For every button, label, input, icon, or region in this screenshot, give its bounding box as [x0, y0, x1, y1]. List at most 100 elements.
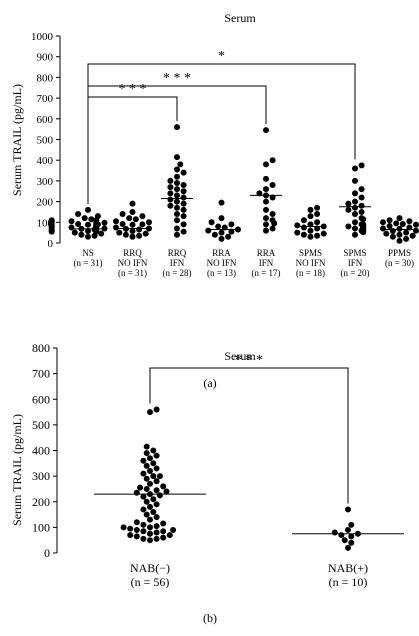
group-n-label: (n = 17) [251, 268, 280, 278]
data-point [153, 514, 160, 521]
data-point [140, 521, 147, 528]
data-point [345, 206, 352, 213]
data-point [119, 220, 126, 227]
panel-a-y-axis-label: Serum TRAIL (pg/mL) [10, 84, 24, 196]
data-point [85, 227, 91, 234]
y-tick-label: 300 [32, 469, 50, 483]
group-label: IFN [348, 258, 363, 268]
data-point [167, 177, 174, 184]
data-point [348, 521, 355, 528]
data-point [150, 496, 157, 503]
data-point [143, 443, 150, 450]
data-point [263, 221, 269, 228]
group-label: RRQ [123, 248, 142, 258]
group-n-label: (n = 13) [207, 268, 236, 278]
data-point [177, 161, 184, 168]
data-point [147, 455, 153, 462]
data-point [127, 525, 134, 532]
data-point [147, 468, 153, 474]
data-point [348, 539, 355, 546]
data-point [307, 227, 314, 234]
group-label: SPMS [343, 248, 366, 258]
data-point [153, 523, 160, 530]
y-tick-label: 500 [32, 418, 50, 432]
data-point [174, 211, 180, 218]
group-n-label: (n = 20) [340, 268, 369, 278]
data-point [180, 194, 187, 201]
data-point [174, 166, 180, 173]
y-tick-label: 900 [37, 52, 54, 64]
data-point [218, 229, 225, 236]
group-n-label: (n = 30) [385, 258, 414, 268]
panel-b-data-points [120, 406, 361, 551]
data-point [147, 516, 153, 523]
y-tick-label: 200 [37, 197, 54, 209]
group-label: RRQ [168, 248, 187, 258]
data-point [294, 229, 301, 236]
data-point [358, 162, 365, 169]
y-tick-label: 800 [32, 341, 50, 355]
data-point [389, 233, 396, 240]
group-label: SPMS [299, 248, 322, 258]
data-point [218, 215, 225, 222]
data-point [352, 225, 358, 232]
data-point [314, 211, 321, 218]
data-point [352, 177, 358, 184]
data-point [413, 227, 419, 234]
data-point [143, 450, 150, 457]
panel-b-title: Serum [224, 349, 256, 363]
data-point [71, 229, 78, 236]
data-point [167, 190, 174, 197]
data-point [147, 503, 153, 510]
group-label: NAB(−) [130, 561, 170, 575]
significance-label: * * * [163, 71, 191, 86]
data-point [93, 217, 100, 224]
data-point [98, 230, 105, 237]
data-point [68, 218, 75, 225]
data-point [153, 501, 160, 508]
data-point [116, 229, 123, 236]
data-point [180, 206, 187, 213]
data-point [174, 198, 180, 205]
data-point [160, 483, 167, 490]
group-label: RRA [257, 248, 276, 258]
data-point [380, 219, 386, 226]
data-point [119, 211, 126, 218]
data-point [143, 511, 150, 518]
data-point [160, 520, 167, 527]
data-point [358, 202, 365, 209]
group-n-label: (n = 10) [329, 575, 368, 589]
data-point [221, 224, 228, 231]
data-point [263, 206, 269, 213]
data-point [133, 489, 140, 496]
data-point [101, 225, 108, 232]
data-point [153, 487, 160, 494]
data-point [174, 179, 180, 186]
panel-a-title: Serum [224, 11, 256, 25]
data-point [269, 225, 276, 232]
data-point [133, 519, 140, 526]
data-point [360, 216, 367, 223]
data-point [174, 204, 180, 211]
y-tick-label: 700 [32, 367, 50, 381]
data-point [146, 219, 152, 226]
significance-bracket [87, 96, 178, 204]
data-point [320, 230, 327, 237]
data-point [393, 220, 400, 227]
data-point [48, 217, 55, 224]
data-point [140, 528, 147, 535]
data-point [413, 221, 419, 228]
data-point [307, 221, 314, 228]
group-n-label: (n = 18) [296, 268, 325, 278]
panel-b-y-axis: 0 100 200 300 400 500 600 700 800 [32, 341, 58, 560]
data-point [133, 526, 140, 533]
data-point [153, 478, 160, 485]
data-point [143, 462, 150, 469]
data-point [300, 217, 307, 224]
data-point [170, 526, 177, 533]
data-point [225, 233, 232, 240]
data-point [143, 485, 150, 492]
group-n-label: (n = 28) [162, 268, 191, 278]
data-point [81, 215, 88, 222]
